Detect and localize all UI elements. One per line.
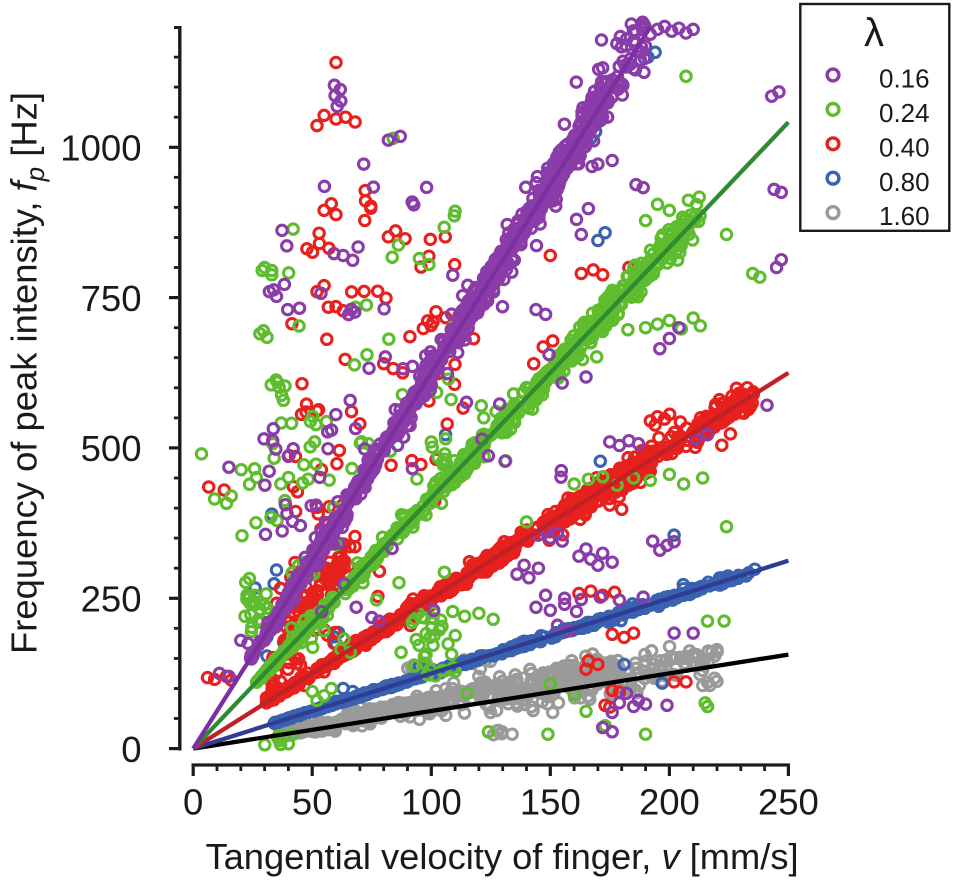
svg-text:150: 150 [520,782,581,823]
svg-text:100: 100 [401,782,462,823]
svg-text:0.40: 0.40 [879,132,930,162]
svg-text:1000: 1000 [60,128,141,169]
svg-text:0: 0 [121,729,141,770]
svg-text:Frequency of peak intensity, f: Frequency of peak intensity, fp [Hz] [4,92,51,654]
svg-text:Tangential velocity of finger,: Tangential velocity of finger, v [mm/s] [205,836,798,877]
svg-text:500: 500 [81,428,142,469]
svg-text:50: 50 [292,782,333,823]
svg-text:0.80: 0.80 [879,167,930,197]
svg-text:1.60: 1.60 [879,201,930,231]
svg-text:0.16: 0.16 [879,64,930,94]
svg-text:750: 750 [81,278,142,319]
svg-text:200: 200 [639,782,700,823]
svg-text:250: 250 [81,579,142,620]
svg-text:0: 0 [183,782,203,823]
svg-text:250: 250 [758,782,819,823]
svg-text:λ: λ [864,11,884,55]
svg-text:0.24: 0.24 [879,98,930,128]
